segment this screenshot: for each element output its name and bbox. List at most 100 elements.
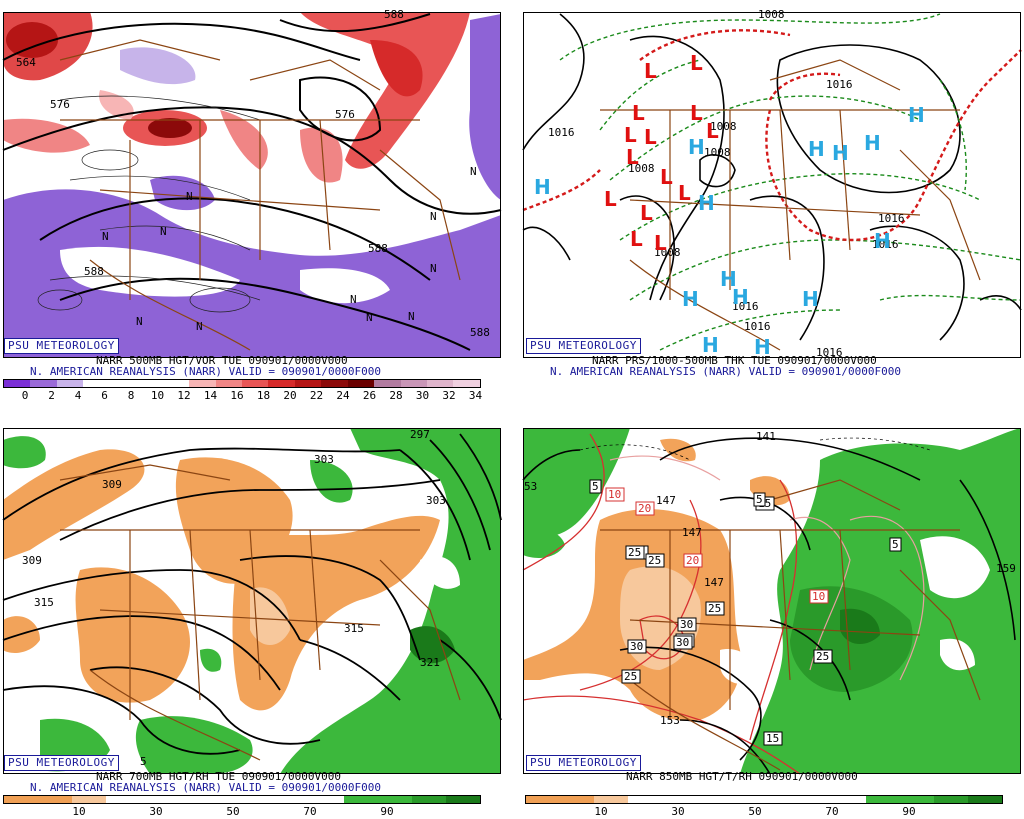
low-pressure-marker: L bbox=[630, 227, 643, 251]
colorbar-swatch bbox=[276, 796, 310, 803]
contour-label: 153 bbox=[660, 714, 680, 727]
temperature-label-box bbox=[645, 553, 665, 568]
isobar-label: 1008 bbox=[654, 246, 681, 259]
rh-moist-region bbox=[3, 436, 46, 469]
colorbar-swatch bbox=[106, 796, 140, 803]
isobar-label: 1008 bbox=[628, 162, 655, 175]
colorbar-tick-label: 10 bbox=[594, 805, 608, 818]
colorbar-swatch bbox=[453, 380, 480, 387]
temperature-label-box bbox=[635, 501, 655, 516]
low-pressure-marker: L bbox=[644, 59, 657, 83]
high-pressure-marker: H bbox=[698, 191, 715, 215]
colorbar-swatch bbox=[38, 796, 72, 803]
temperature-label: 25 bbox=[624, 670, 637, 683]
vort-min-label: N bbox=[430, 210, 437, 223]
temperature-label-box bbox=[605, 487, 625, 502]
colorbar-tick-label: 32 bbox=[442, 389, 456, 402]
brand-label: PSU METEOROLOGY bbox=[4, 755, 119, 771]
temperature-label-box bbox=[625, 545, 645, 560]
temperature-label: 15 bbox=[766, 732, 779, 745]
rh-dry-region bbox=[232, 515, 440, 711]
contour-label: 147 bbox=[656, 494, 676, 507]
colorbar-tick-label: 34 bbox=[468, 389, 483, 402]
colorbar-swatch bbox=[56, 380, 84, 387]
low-pressure-marker: L bbox=[660, 165, 673, 189]
colorbar-swatch bbox=[268, 380, 295, 387]
rh-moist-region bbox=[280, 428, 501, 774]
contour-label: 147 bbox=[682, 526, 702, 539]
low-pressure-marker: L bbox=[690, 101, 703, 125]
temperature-label-box bbox=[673, 635, 693, 650]
colorbar-swatch bbox=[832, 796, 866, 803]
contour-label: 309 bbox=[102, 478, 122, 491]
contour-label: 159 bbox=[996, 562, 1016, 575]
vort-min-label: N bbox=[430, 262, 437, 275]
temperature-label: 25 bbox=[648, 554, 661, 567]
low-pressure-marker: L bbox=[678, 181, 691, 205]
temperature-label: 10 bbox=[812, 590, 825, 603]
colorbar-tick-label: 16 bbox=[230, 389, 244, 402]
high-pressure-marker: H bbox=[874, 229, 891, 253]
colorbar-tick-label: 50 bbox=[748, 805, 762, 818]
colorbar-tick-label: 70 bbox=[825, 805, 839, 818]
colorbar-tick-label: 4 bbox=[74, 389, 82, 402]
temperature-label: 20 bbox=[638, 502, 651, 515]
contour-label: 303 bbox=[426, 494, 446, 507]
colorbar-swatch bbox=[934, 796, 968, 803]
map-500mb: 564 576 588 576 588 588 588 N N N N N N … bbox=[2, 8, 502, 358]
colorbar-rh bbox=[3, 795, 481, 804]
isobar-label: 1016 bbox=[548, 126, 575, 139]
map-surface: 1008 1016 1016 1008 1008 1008 1008 1016 … bbox=[522, 8, 1022, 359]
colorbar-swatch bbox=[662, 796, 696, 803]
temperature-labels: 10205202525252530303030251555102515 bbox=[589, 479, 902, 746]
colorbar-tick-label: 24 bbox=[336, 389, 350, 402]
colorbar-swatch bbox=[321, 380, 348, 387]
colorbar-swatch bbox=[215, 380, 242, 387]
colorbar-swatch bbox=[730, 796, 764, 803]
temperature-label: 5 bbox=[592, 480, 599, 493]
panel-850mb-temp-rh: 53 141 147 147 153 159 147 10 20 5 20 25 25 25… bbox=[520, 420, 1024, 819]
vort-min-label: N bbox=[136, 315, 143, 328]
panel-title: NARR PRS/1000-500MB THK TUE 090901/0000V… bbox=[592, 354, 877, 367]
panel-surface-pressure-thickness: 1008 1016 1016 1008 1008 1008 1008 1016 … bbox=[520, 0, 1024, 402]
contour-label: 53 bbox=[524, 480, 537, 493]
colorbar-tick-label: 8 bbox=[127, 389, 135, 402]
vort-min-label: N bbox=[186, 190, 193, 203]
contour-label: 576 bbox=[50, 98, 70, 111]
brand-label: PSU METEOROLOGY bbox=[4, 338, 119, 354]
colorbar-swatch bbox=[446, 796, 480, 803]
high-pressure-marker: H bbox=[864, 131, 881, 155]
temperature-label-box bbox=[627, 639, 647, 654]
temperature-label-box bbox=[763, 731, 783, 746]
colorbar-tick-label: 28 bbox=[389, 389, 403, 402]
vort-min-label: N bbox=[160, 225, 167, 238]
temperature-label: 5 bbox=[756, 493, 763, 506]
colorbar-swatch bbox=[30, 380, 57, 387]
colorbar-tick-label: 30 bbox=[149, 805, 163, 818]
contour-label: 309 bbox=[22, 554, 42, 567]
map-700mb: 297 303 309 303 309 315 315 321 5 bbox=[2, 428, 502, 774]
low-pressure-marker: L bbox=[690, 51, 703, 75]
colorbar-swatch bbox=[83, 380, 110, 387]
contour-label: 5 bbox=[140, 755, 147, 768]
colorbar-swatch bbox=[72, 796, 106, 803]
contour-label: 315 bbox=[344, 622, 364, 635]
temperature-label: 25 bbox=[816, 650, 829, 663]
colorbar-swatch bbox=[696, 796, 730, 803]
colorbar-swatch bbox=[189, 380, 216, 387]
contour-label: 588 bbox=[84, 265, 104, 278]
low-pressure-marker: L bbox=[654, 231, 667, 255]
colorbar-swatch bbox=[347, 380, 375, 387]
isobar-label: 1008 bbox=[704, 146, 731, 159]
vort-min-label: N bbox=[408, 310, 415, 323]
temperature-label: 20 bbox=[686, 554, 699, 567]
colorbar-tick-label: 50 bbox=[226, 805, 240, 818]
low-pressure-marker: L bbox=[640, 201, 653, 225]
colorbar-swatch bbox=[866, 796, 900, 803]
low-pressure-marker: L bbox=[632, 101, 645, 125]
colorbar-tick-label: 90 bbox=[902, 805, 916, 818]
isobar-label: 1008 bbox=[758, 8, 785, 21]
contour-label: 564 bbox=[16, 56, 36, 69]
colorbar-tick-label: 2 bbox=[48, 389, 55, 402]
colorbar-tick-label: 70 bbox=[303, 805, 317, 818]
